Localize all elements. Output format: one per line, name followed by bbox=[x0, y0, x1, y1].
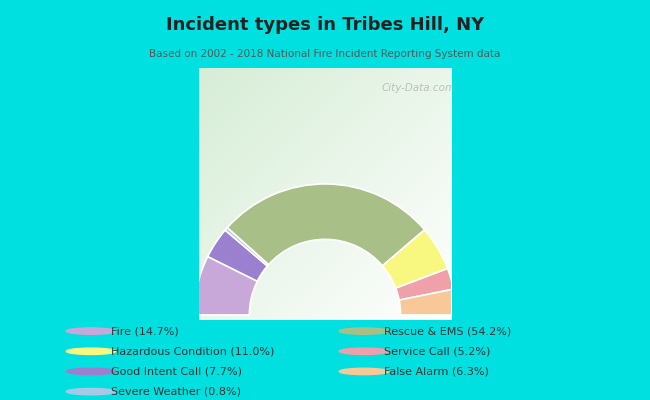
Circle shape bbox=[66, 328, 116, 334]
Wedge shape bbox=[396, 268, 454, 300]
Text: Based on 2002 - 2018 National Fire Incident Reporting System data: Based on 2002 - 2018 National Fire Incid… bbox=[150, 49, 500, 59]
Text: Severe Weather (0.8%): Severe Weather (0.8%) bbox=[111, 386, 240, 397]
Text: Incident types in Tribes Hill, NY: Incident types in Tribes Hill, NY bbox=[166, 16, 484, 34]
Text: City-Data.com: City-Data.com bbox=[381, 83, 455, 93]
Wedge shape bbox=[382, 230, 448, 288]
Circle shape bbox=[66, 388, 116, 395]
Text: Good Intent Call (7.7%): Good Intent Call (7.7%) bbox=[111, 366, 242, 376]
Circle shape bbox=[339, 328, 389, 334]
Circle shape bbox=[339, 368, 389, 375]
Wedge shape bbox=[225, 228, 268, 266]
Wedge shape bbox=[194, 256, 257, 315]
Text: Hazardous Condition (11.0%): Hazardous Condition (11.0%) bbox=[111, 346, 274, 356]
Text: Rescue & EMS (54.2%): Rescue & EMS (54.2%) bbox=[384, 326, 511, 336]
Wedge shape bbox=[399, 289, 456, 315]
Wedge shape bbox=[227, 184, 424, 266]
Text: False Alarm (6.3%): False Alarm (6.3%) bbox=[384, 366, 488, 376]
Text: Service Call (5.2%): Service Call (5.2%) bbox=[384, 346, 490, 356]
Text: Fire (14.7%): Fire (14.7%) bbox=[111, 326, 178, 336]
Circle shape bbox=[66, 348, 116, 354]
Circle shape bbox=[66, 368, 116, 375]
Wedge shape bbox=[208, 230, 267, 281]
Circle shape bbox=[339, 348, 389, 354]
